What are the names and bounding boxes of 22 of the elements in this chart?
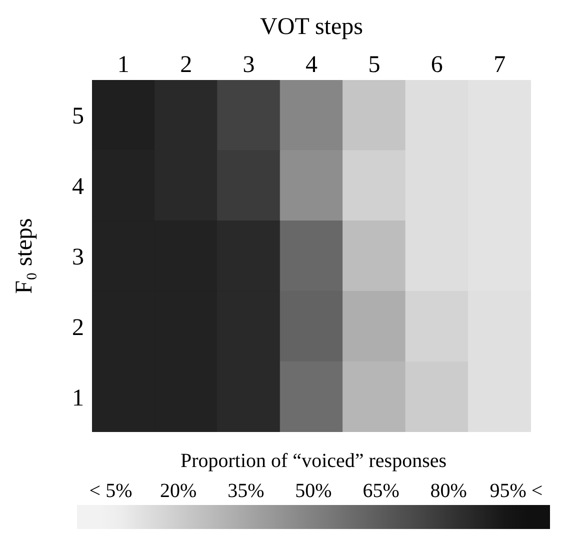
x-tick-label: 2 [180,52,192,78]
y-tick-label: 2 [72,314,84,341]
color-bar-label: 50% [295,480,332,502]
color-bar-label: 65% [362,480,400,502]
x-tick-label: 7 [494,52,506,78]
color-bar-label: 80% [430,480,467,502]
y-tick-label: 3 [72,244,84,271]
x-tick-label: 6 [430,52,443,78]
y-tick-label: 5 [72,104,84,130]
x-tick-label: 5 [368,52,380,78]
x-tick-label: 3 [242,52,255,78]
color-bar-label: 20% [160,480,197,502]
y-tick-label: 1 [72,385,84,412]
color-bar-label: 35% [228,480,264,502]
x-tick-label: 4 [306,52,318,78]
color-bar-title: Proportion of “voiced” responses [180,450,447,472]
y-tick-label: 4 [72,174,84,200]
chart-title: VOT steps [259,14,364,41]
color-bar-label: < 5% [89,480,132,502]
color-bar-label: 95% < [490,480,543,502]
x-tick-label: 1 [117,52,130,78]
y-axis-title: F₀ steps [12,218,38,294]
